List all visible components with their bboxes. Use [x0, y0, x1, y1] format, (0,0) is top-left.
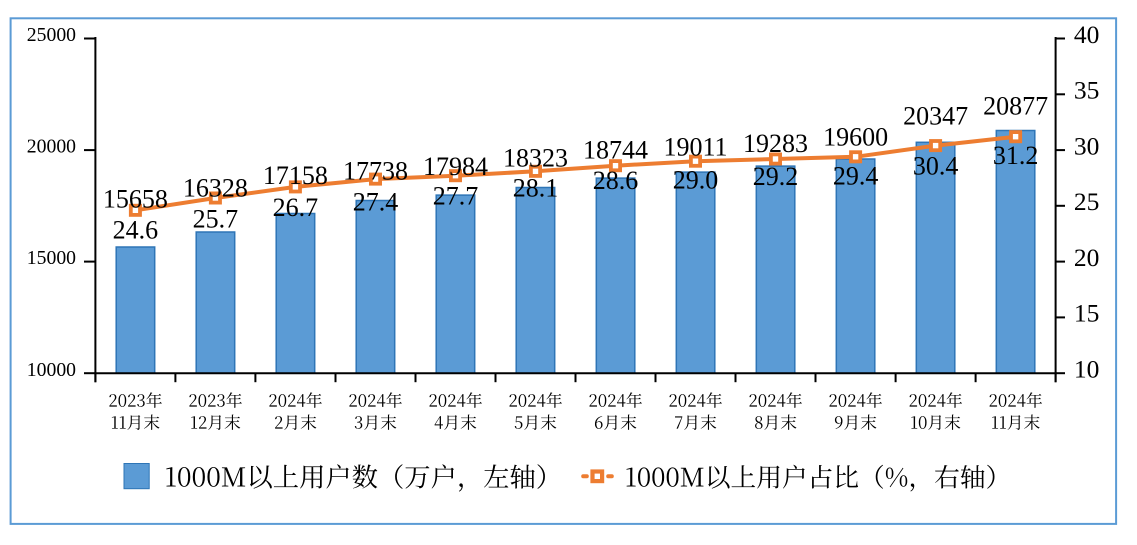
svg-text:15: 15: [1074, 299, 1100, 328]
svg-text:27.4: 27.4: [353, 188, 399, 217]
svg-text:28.1: 28.1: [513, 174, 559, 203]
svg-text:31.2: 31.2: [993, 141, 1039, 170]
svg-text:18323: 18323: [503, 144, 568, 173]
svg-text:10000: 10000: [27, 359, 76, 381]
svg-text:29.0: 29.0: [673, 166, 719, 195]
svg-text:24.6: 24.6: [113, 216, 159, 245]
svg-text:30.4: 30.4: [913, 152, 959, 181]
svg-text:26.7: 26.7: [273, 193, 319, 222]
svg-text:20347: 20347: [903, 102, 968, 131]
svg-text:29.2: 29.2: [753, 162, 799, 191]
svg-text:35: 35: [1074, 76, 1100, 105]
svg-text:28.6: 28.6: [593, 166, 639, 195]
svg-text:25000: 25000: [27, 24, 76, 46]
svg-text:30: 30: [1074, 131, 1100, 160]
svg-text:15000: 15000: [27, 247, 76, 269]
svg-text:19283: 19283: [743, 129, 808, 158]
svg-text:16328: 16328: [183, 174, 248, 203]
svg-text:29.4: 29.4: [833, 161, 879, 190]
svg-text:19600: 19600: [823, 122, 888, 151]
svg-text:15658: 15658: [103, 185, 168, 214]
svg-text:25.7: 25.7: [193, 204, 239, 233]
svg-text:10: 10: [1074, 355, 1100, 384]
svg-text:17738: 17738: [343, 157, 408, 186]
svg-text:17984: 17984: [423, 152, 488, 181]
svg-text:20877: 20877: [983, 91, 1048, 120]
svg-text:19011: 19011: [663, 133, 727, 162]
svg-text:17158: 17158: [263, 161, 328, 190]
svg-text:20000: 20000: [27, 136, 76, 158]
svg-text:18744: 18744: [583, 136, 648, 165]
svg-text:40: 40: [1074, 20, 1100, 49]
svg-text:27.7: 27.7: [433, 181, 479, 210]
svg-text:25: 25: [1074, 187, 1100, 216]
svg-text:20: 20: [1074, 243, 1100, 272]
